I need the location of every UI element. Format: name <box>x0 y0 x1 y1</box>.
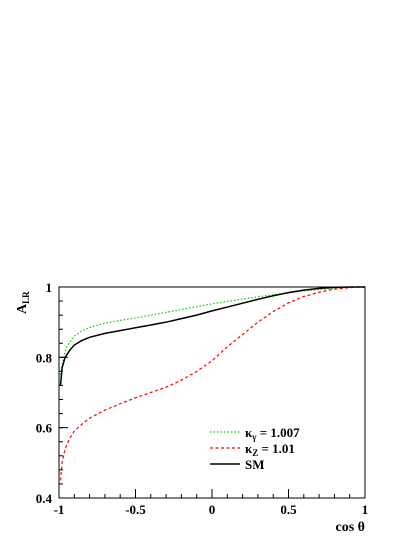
legend-label-rest: = 1.01 <box>258 441 295 456</box>
x-tick-label: 0 <box>209 502 216 517</box>
legend-label-main: κ <box>245 441 253 456</box>
legend-label-main: κ <box>245 425 253 440</box>
y-axis-title: ALR <box>15 291 31 314</box>
legend-label-sub: Z <box>252 448 258 458</box>
y-axis-title-main: A <box>15 303 30 314</box>
y-tick-label: 0.8 <box>36 350 53 365</box>
x-tick-label: 1 <box>362 502 369 517</box>
y-tick-label: 0.4 <box>36 491 53 506</box>
series-layer <box>59 286 365 481</box>
x-tick-label: -1 <box>54 502 65 517</box>
legend-label-sub: γ <box>251 432 257 442</box>
legend-label-1: κZ = 1.01 <box>245 441 295 458</box>
series-line-2 <box>59 286 365 386</box>
legend-label-2: SM <box>245 457 265 472</box>
series-line-0 <box>59 286 365 376</box>
plot-frame <box>58 286 366 499</box>
x-tick-label: -0.5 <box>125 502 146 517</box>
series-line-1 <box>59 286 365 481</box>
ticks-layer: -1 -0.5 0 0.5 1 0.4 0.6 0.8 1 <box>36 280 369 517</box>
x-axis-title: cos θ <box>336 520 365 535</box>
y-tick-label: 0.6 <box>36 421 53 436</box>
y-axis-title-sub: LR <box>21 291 31 304</box>
legend-label-main: SM <box>245 457 265 472</box>
legend-label-rest: = 1.007 <box>256 425 300 440</box>
y-tick-label: 1 <box>46 280 53 295</box>
legend-label-0: κγ = 1.007 <box>245 425 300 442</box>
x-tick-label: 0.5 <box>280 502 297 517</box>
